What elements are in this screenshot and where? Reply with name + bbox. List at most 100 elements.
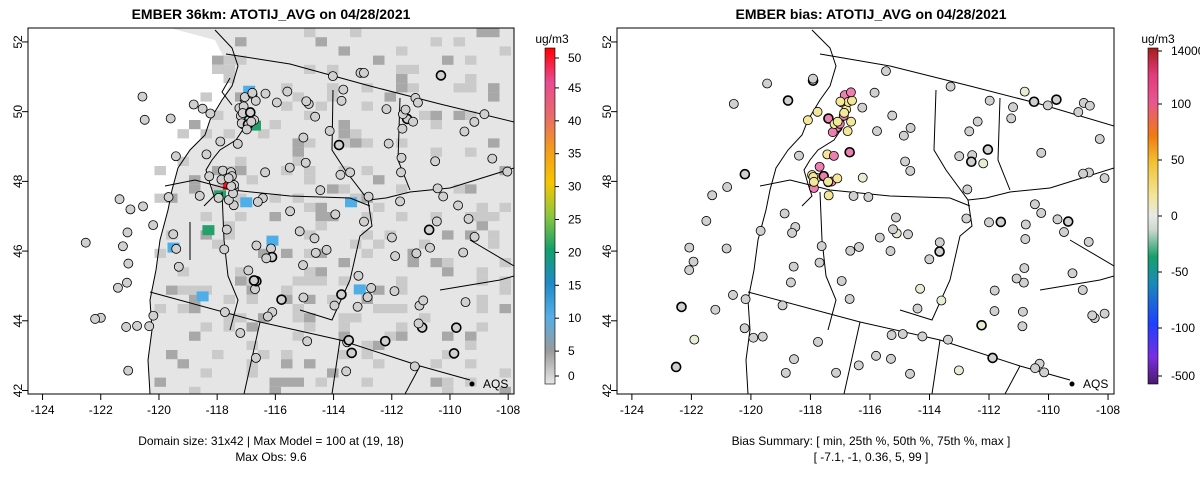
aqs-site-marker xyxy=(411,248,422,259)
aqs-site-marker xyxy=(1036,208,1047,218)
aqs-site-marker xyxy=(1006,113,1017,124)
model-grid-cell xyxy=(304,248,316,258)
model-grid-cell xyxy=(373,285,385,295)
aqs-site-marker xyxy=(431,216,442,227)
aqs-site-marker xyxy=(251,240,262,251)
aqs-site-marker xyxy=(982,144,994,155)
aqs-site-marker xyxy=(831,367,841,378)
aqs-site-marker xyxy=(469,231,480,242)
aqs-site-marker xyxy=(936,295,947,306)
aqs-site-marker xyxy=(787,227,797,238)
model-grid-cell xyxy=(292,276,304,286)
model-grid-cell xyxy=(304,276,316,286)
left-x-tick-label: -120 xyxy=(147,403,171,417)
colorbar-tick-label: -500 xyxy=(1171,369,1195,383)
model-grid-cell xyxy=(304,166,316,176)
aqs-site-marker xyxy=(887,110,898,121)
right-colorbar-ticks: -500-100-5005010014000 xyxy=(1158,44,1200,383)
model-grid-cell xyxy=(292,331,304,341)
aqs-site-marker xyxy=(487,153,498,164)
aqs-site-marker xyxy=(315,185,326,196)
aqs-site-marker xyxy=(847,95,857,106)
aqs-site-marker xyxy=(891,212,901,223)
model-grid-cell xyxy=(177,156,189,166)
model-grid-cell xyxy=(373,202,385,212)
aqs-site-marker xyxy=(261,253,272,264)
aqs-site-marker xyxy=(352,301,363,312)
colorbar-tick-label: 20 xyxy=(568,245,582,259)
left-aqs-sites xyxy=(80,67,513,377)
model-grid-cell xyxy=(212,239,224,249)
model-grid-cell xyxy=(154,193,166,203)
right-y-tick-label: 50 xyxy=(600,105,614,119)
model-grid-cell xyxy=(361,350,373,360)
aqs-site-marker xyxy=(453,200,463,211)
model-grid-cell xyxy=(476,212,488,222)
aqs-site-marker xyxy=(762,78,773,89)
aqs-site-marker xyxy=(987,352,998,364)
colorbar-tick-label: 35 xyxy=(568,147,582,161)
aqs-site-marker xyxy=(1083,236,1094,247)
model-grid-cell xyxy=(396,74,408,84)
model-grid-cell xyxy=(488,83,500,93)
model-grid-cell xyxy=(476,267,488,277)
left-x-tick-label: -124 xyxy=(31,403,55,417)
aqs-site-marker xyxy=(846,87,856,98)
aqs-site-marker xyxy=(1084,100,1095,111)
model-grid-cell xyxy=(304,110,316,120)
aqs-site-marker xyxy=(165,113,176,124)
aqs-site-marker xyxy=(336,95,347,106)
aqs-site-marker xyxy=(748,332,759,343)
aqs-site-marker xyxy=(343,334,355,346)
aqs-site-marker xyxy=(379,335,391,347)
aqs-site-marker xyxy=(381,104,392,115)
model-grid-cell xyxy=(338,120,350,130)
model-grid-cell xyxy=(442,350,454,360)
model-grid-cell xyxy=(200,212,212,222)
aqs-site-marker xyxy=(1030,363,1040,374)
aqs-site-marker xyxy=(389,286,400,297)
colorbar-tick-label: 5 xyxy=(568,344,575,358)
model-grid-cell xyxy=(442,258,454,268)
model-grid-cell xyxy=(488,92,500,102)
aqs-site-marker xyxy=(757,331,768,342)
aqs-site-marker xyxy=(905,123,916,133)
model-grid-cell xyxy=(373,55,385,65)
model-grid-cell xyxy=(430,359,442,369)
model-grid-cell xyxy=(488,138,500,148)
model-grid-cell xyxy=(430,377,442,387)
aqs-site-marker xyxy=(335,169,346,180)
aqs-site-marker xyxy=(803,115,813,126)
right-x-tick-label: -112 xyxy=(977,403,1000,417)
aqs-site-marker xyxy=(298,132,309,143)
aqs-site-marker xyxy=(844,146,855,158)
left-x-tick-label: -108 xyxy=(496,403,520,417)
model-grid-cell xyxy=(430,258,442,268)
model-grid-cell xyxy=(373,175,385,185)
model-grid-cell xyxy=(292,92,304,102)
model-grid-cell xyxy=(212,350,224,360)
left-y-axis: 42 44 46 48 50 52 xyxy=(11,35,28,397)
model-grid-cell xyxy=(246,294,258,304)
aqs-site-marker xyxy=(789,354,799,365)
model-grid-cell xyxy=(235,37,247,47)
aqs-site-marker xyxy=(684,242,695,253)
model-grid-cell xyxy=(304,313,316,323)
model-grid-cell xyxy=(373,359,385,369)
aqs-site-marker xyxy=(912,303,923,314)
aqs-site-marker xyxy=(809,176,819,187)
right-x-tick-label: -118 xyxy=(799,403,822,417)
model-grid-cell xyxy=(396,138,408,148)
aqs-site-marker xyxy=(276,294,287,305)
aqs-site-marker xyxy=(779,208,790,219)
right-y-axis: 42 44 46 48 50 52 xyxy=(600,35,617,397)
model-grid-cell xyxy=(453,37,465,47)
aqs-site-marker xyxy=(684,265,695,275)
right-x-tick-label: -116 xyxy=(858,403,881,417)
aqs-site-marker xyxy=(788,261,799,272)
aqs-site-marker xyxy=(451,322,462,333)
model-grid-cell xyxy=(396,276,408,286)
model-grid-cell xyxy=(281,285,293,295)
left-x-tick-label: -112 xyxy=(380,403,403,417)
aqs-site-marker xyxy=(330,209,341,220)
